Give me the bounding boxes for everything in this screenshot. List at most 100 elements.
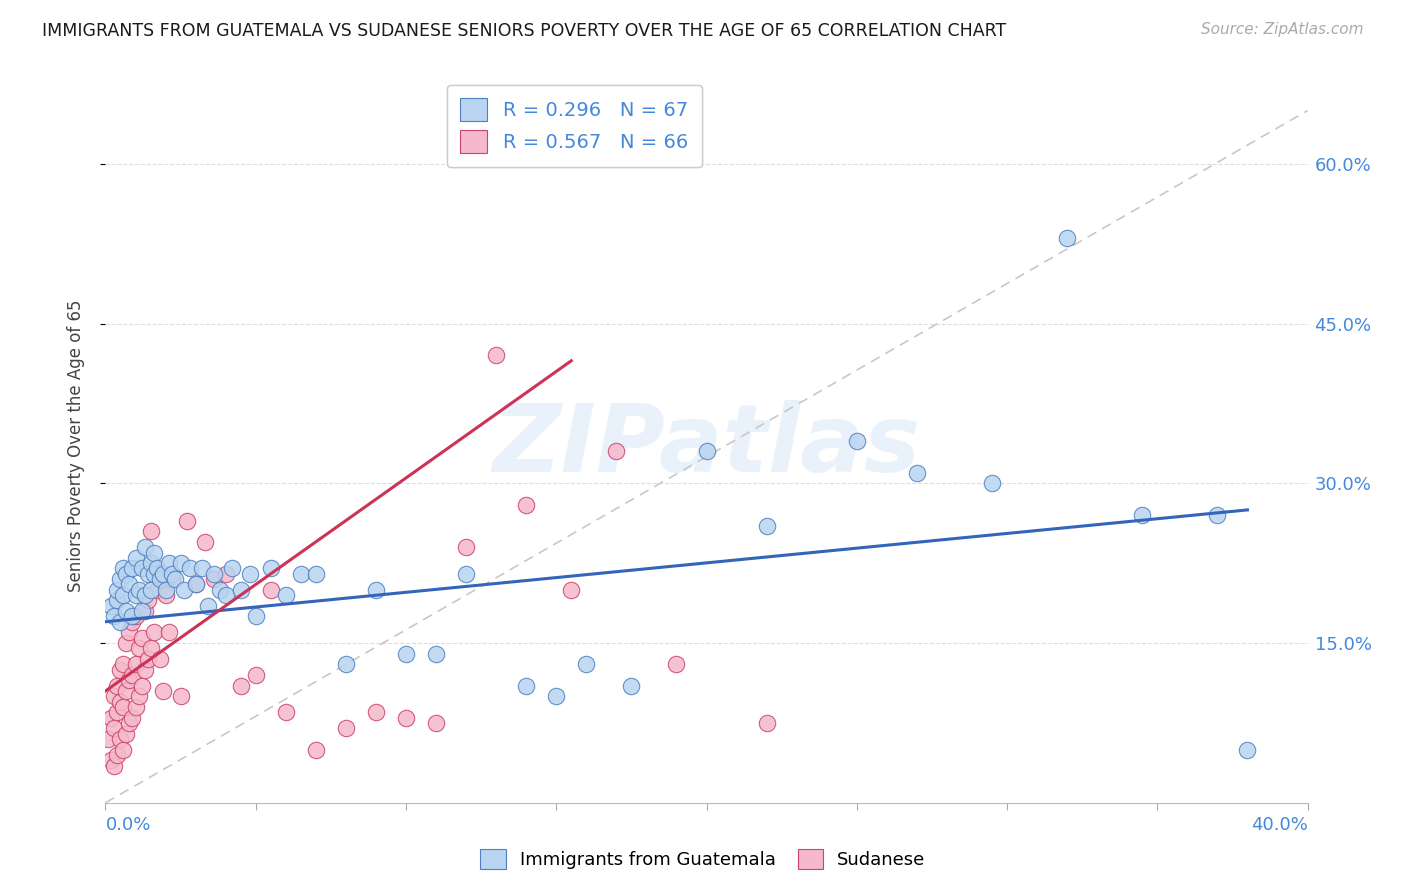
Point [290,566,312,581]
Point [139,641,162,656]
Point [274,588,297,602]
Point [364,706,387,720]
Point [163,572,186,586]
Point [1206,508,1229,523]
Point [103,721,125,735]
Point [115,566,138,581]
Point [128,641,150,656]
Point [128,582,150,597]
Point [124,657,146,672]
Point [131,631,153,645]
Point [152,566,174,581]
Point [124,550,146,565]
Point [169,690,191,704]
Point [155,582,177,597]
Point [118,625,141,640]
Point [103,690,125,704]
Point [100,710,122,724]
Text: IMMIGRANTS FROM GUATEMALA VS SUDANESE SENIORS POVERTY OVER THE AGE OF 65 CORRELA: IMMIGRANTS FROM GUATEMALA VS SUDANESE SE… [42,22,1007,40]
Point [107,747,129,762]
Point [620,679,643,693]
Point [485,349,508,363]
Text: 0.0%: 0.0% [105,816,150,834]
Point [184,577,207,591]
Point [145,561,167,575]
Point [100,753,122,767]
Point [575,657,598,672]
Point [112,700,135,714]
Point [1236,742,1258,756]
Point [755,715,778,730]
Point [128,690,150,704]
Point [110,695,132,709]
Point [260,561,283,575]
Point [121,609,143,624]
Point [121,561,143,575]
Point [118,715,141,730]
Point [145,582,167,597]
Point [134,604,156,618]
Point [160,572,183,586]
Point [148,652,170,666]
Point [845,434,868,448]
Point [214,588,236,602]
Point [139,582,162,597]
Point [110,731,132,746]
Point [245,668,267,682]
Point [121,710,143,724]
Point [110,615,132,629]
Point [136,593,159,607]
Point [305,742,328,756]
Point [560,582,582,597]
Point [121,615,143,629]
Point [134,588,156,602]
Point [124,700,146,714]
Point [110,663,132,677]
Point [425,647,447,661]
Point [981,476,1004,491]
Y-axis label: Seniors Poverty Over the Age of 65: Seniors Poverty Over the Age of 65 [66,300,84,592]
Point [107,706,129,720]
Point [112,561,135,575]
Point [142,566,165,581]
Point [157,556,180,570]
Point [229,679,252,693]
Point [107,593,129,607]
Legend: R = 0.296   N = 67, R = 0.567   N = 66: R = 0.296 N = 67, R = 0.567 N = 66 [447,85,702,167]
Point [155,588,177,602]
Point [100,599,122,613]
Point [107,582,129,597]
Point [112,588,135,602]
Point [142,625,165,640]
Point [176,514,198,528]
Point [157,625,180,640]
Point [160,566,183,581]
Point [395,647,418,661]
Point [335,721,357,735]
Point [515,679,537,693]
Point [208,582,231,597]
Point [118,577,141,591]
Point [696,444,718,458]
Point [124,588,146,602]
Point [425,715,447,730]
Point [546,690,568,704]
Point [1056,231,1078,245]
Point [134,540,156,554]
Point [118,673,141,688]
Point [139,556,162,570]
Point [274,706,297,720]
Point [335,657,357,672]
Point [103,609,125,624]
Point [454,540,477,554]
Point [103,758,125,772]
Point [179,561,201,575]
Point [115,604,138,618]
Point [202,566,225,581]
Point [152,684,174,698]
Text: Source: ZipAtlas.com: Source: ZipAtlas.com [1201,22,1364,37]
Point [136,652,159,666]
Point [131,679,153,693]
Point [515,498,537,512]
Point [260,582,283,597]
